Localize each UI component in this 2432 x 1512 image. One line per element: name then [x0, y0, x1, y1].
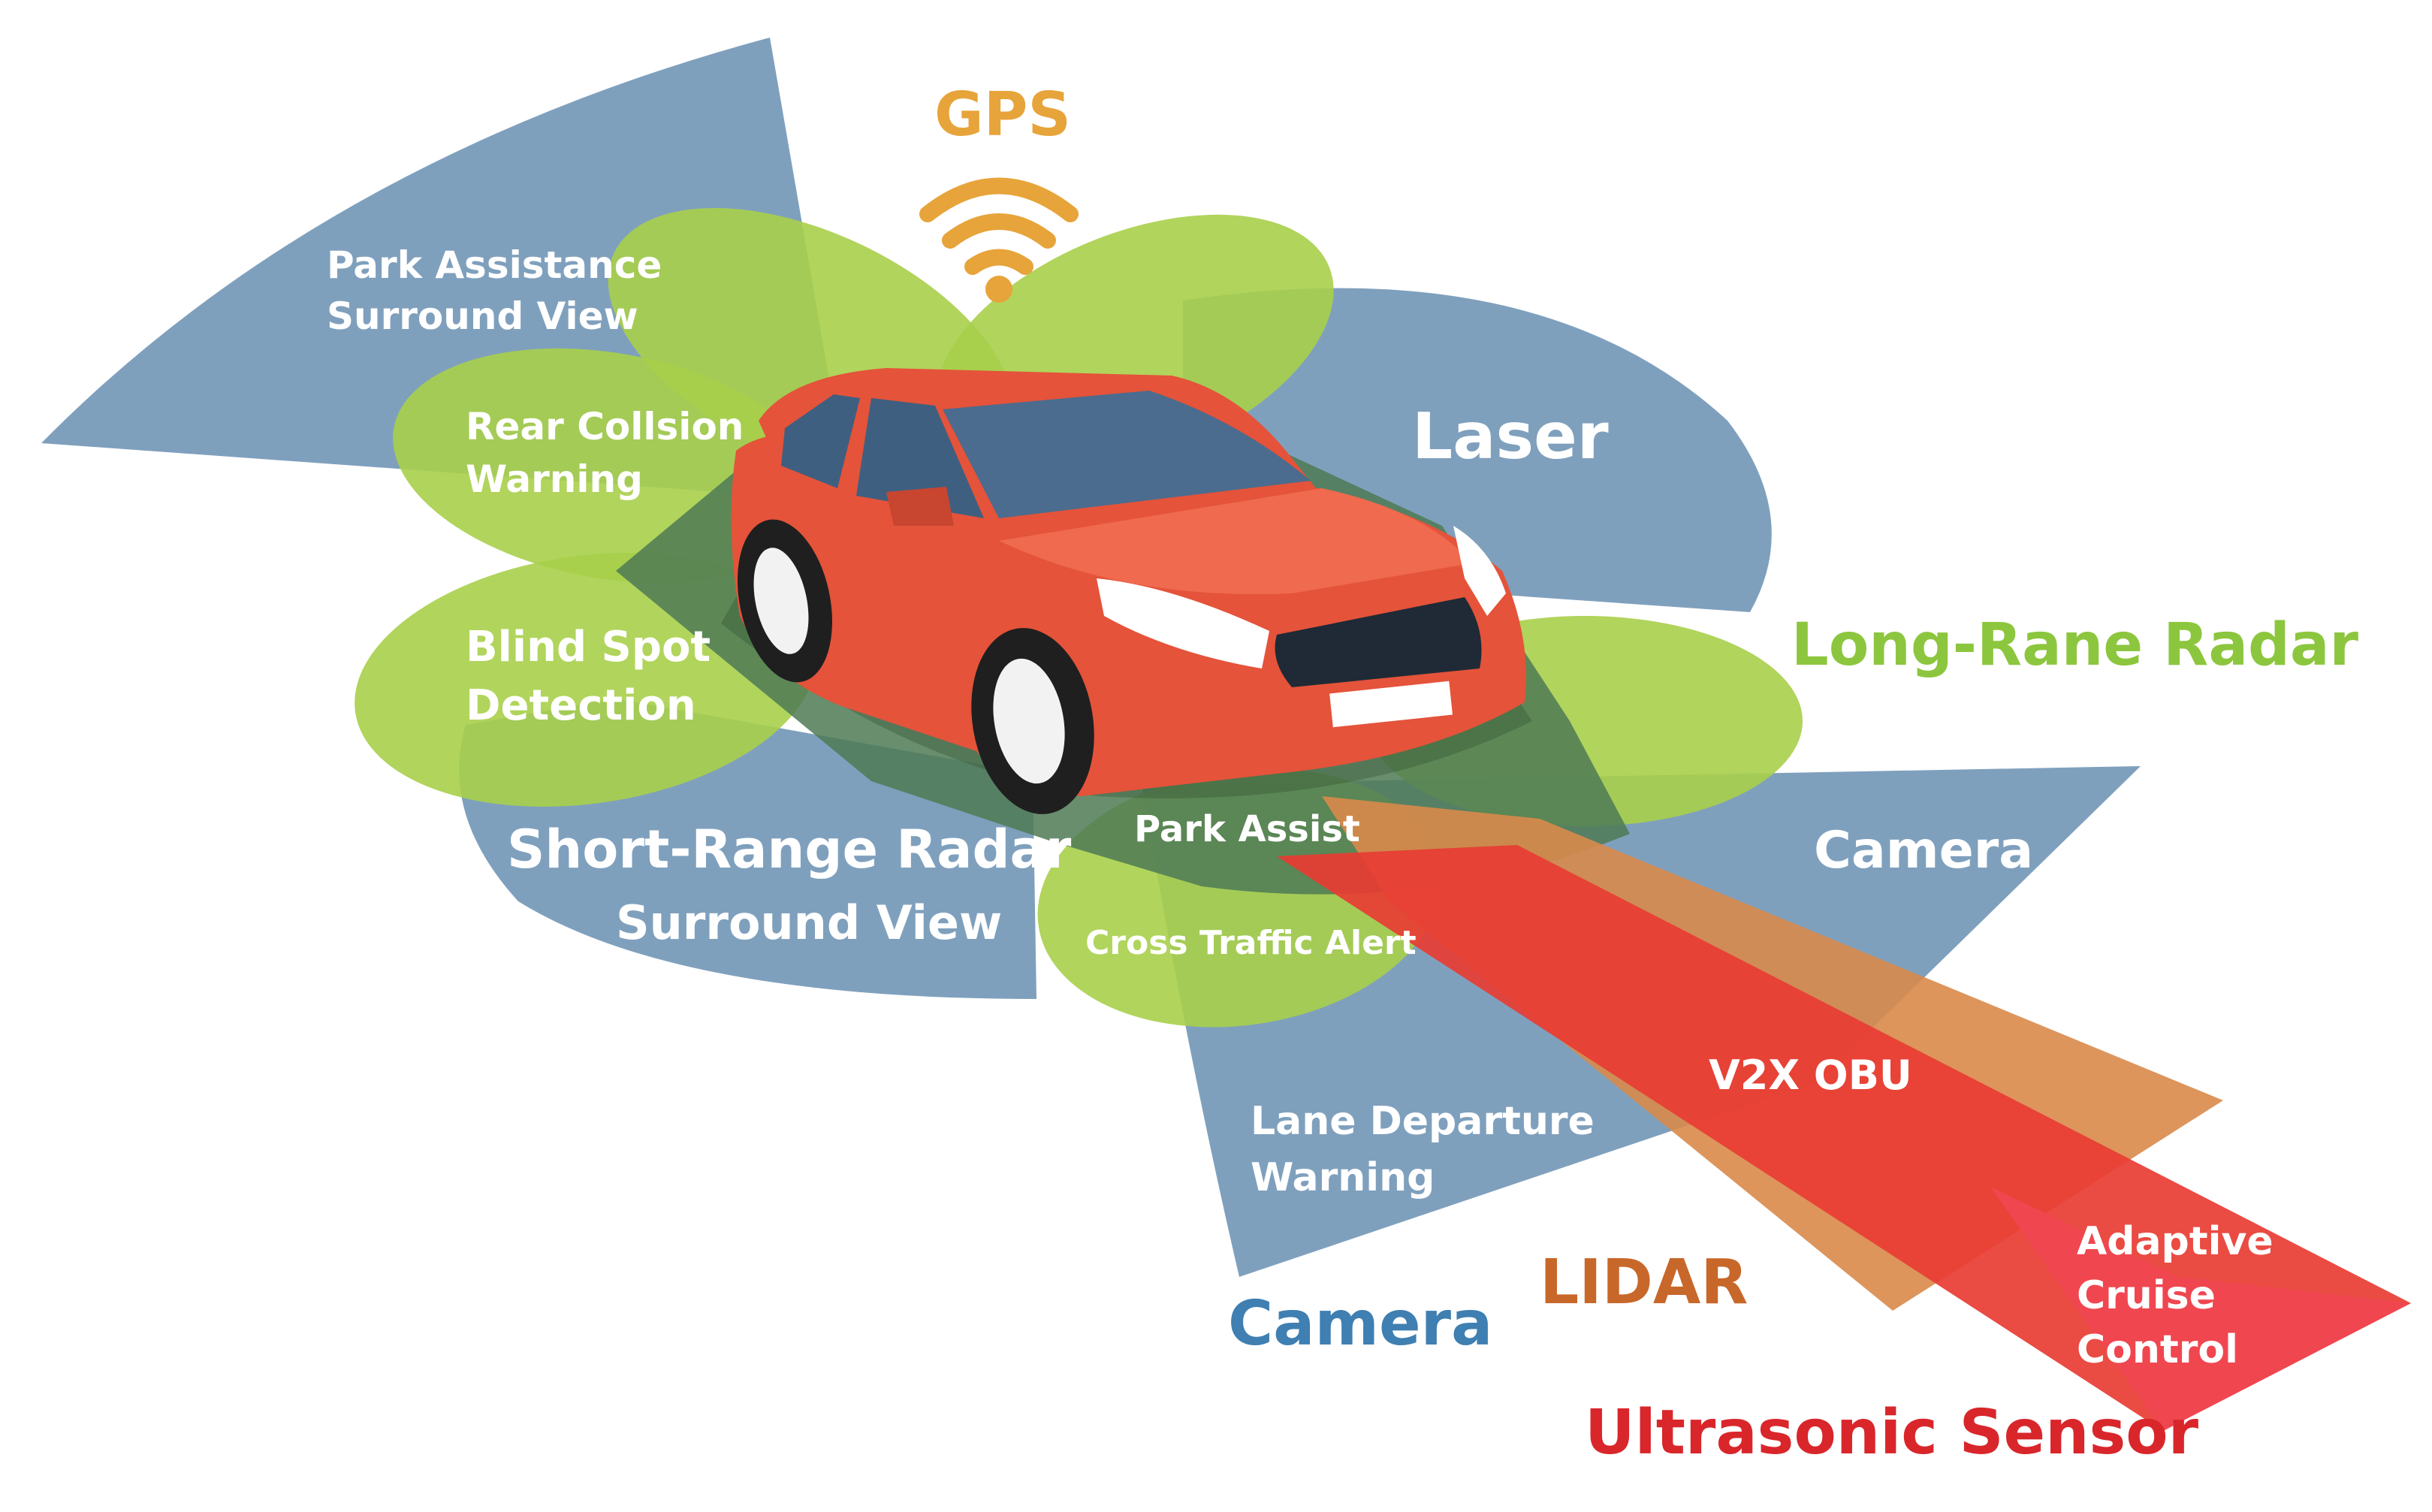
car-windshield: [943, 391, 1311, 518]
wifi-signal-icon: [919, 177, 1079, 303]
camera-right-label: Camera: [1814, 821, 2033, 880]
rear-collision-label-line2: Warning: [466, 457, 643, 501]
ultrasonic-sensor-label: Ultrasonic Sensor: [1585, 1397, 2199, 1468]
park-assistance-label-line2: Surround View: [327, 294, 638, 338]
park-assist-label: Park Assist: [1134, 808, 1360, 850]
adaptive-cruise-label-line3: Control: [2077, 1327, 2238, 1372]
lidar-label: LIDAR: [1540, 1247, 1748, 1318]
car-license-plate: [1329, 681, 1453, 728]
car-wheel-rear: [738, 519, 832, 683]
lane-departure-label-line1: Lane Departure: [1251, 1099, 1595, 1144]
car-mirror: [886, 487, 954, 526]
camera-bottom-label: Camera: [1228, 1288, 1492, 1360]
adaptive-cruise-label-line2: Cruise: [2077, 1273, 2216, 1318]
car-side-window-rear: [781, 394, 860, 488]
blind-spot-label-line2: Detection: [466, 681, 696, 730]
adaptive-cruise-label-line1: Adaptive: [2077, 1219, 2274, 1264]
car-wheel-front: [971, 628, 1094, 814]
blind-spot-label-line1: Blind Spot: [466, 623, 711, 671]
cross-traffic-label: Cross Traffic Alert: [1085, 924, 1417, 962]
v2x-obu-label: V2X OBU: [1709, 1052, 1912, 1099]
car-headlight-right: [1453, 526, 1506, 616]
short-range-radar-label: Short-Range Radar: [507, 819, 1072, 880]
lane-departure-label-line2: Warning: [1251, 1155, 1435, 1200]
car-headlight-left: [1097, 578, 1269, 668]
short-range-surround-label: Surround View: [616, 895, 1002, 950]
ultrasonic-beam-tip: [1990, 1187, 2411, 1431]
car-grille: [1275, 597, 1482, 687]
park-assistance-label-line1: Park Assistance: [327, 243, 662, 287]
car: [721, 368, 1532, 814]
car-hood: [999, 488, 1472, 595]
laser-label: Laser: [1412, 400, 1609, 474]
rear-collision-label-line1: Rear Collsion: [466, 405, 744, 448]
long-range-radar-label: Long-Rane Radar: [1791, 611, 2358, 679]
gps-label: GPS: [934, 80, 1071, 149]
car-side-window-front: [856, 398, 984, 518]
